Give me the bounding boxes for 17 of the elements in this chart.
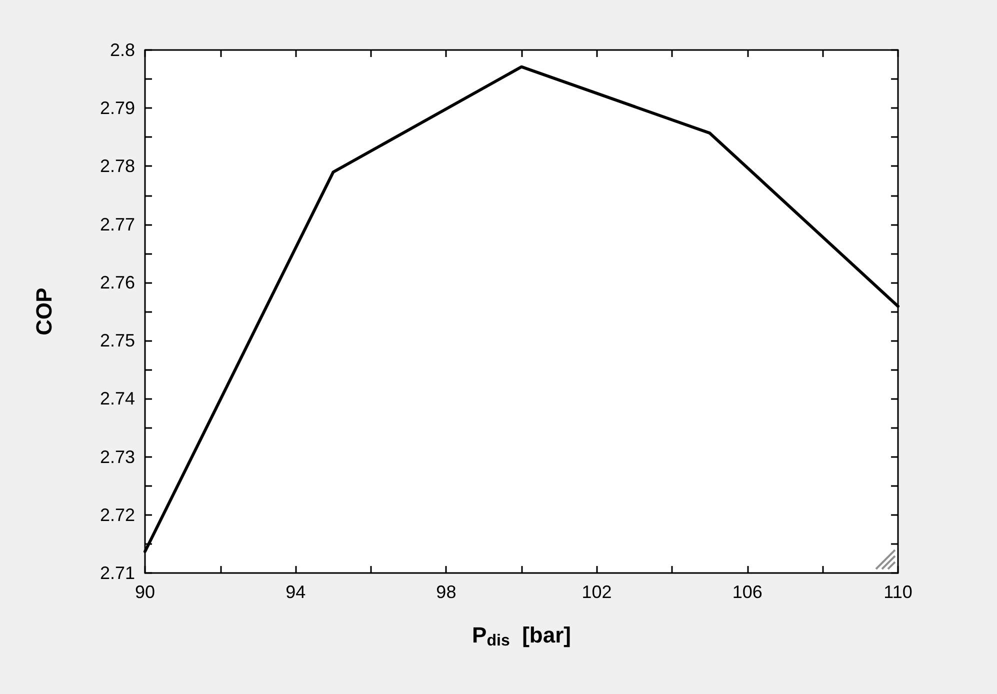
y-tick-label: 2.74: [100, 388, 135, 409]
x-tick-label: 106: [732, 582, 762, 602]
x-tick-label: 98: [436, 582, 456, 602]
y-tick-label: 2.71: [100, 563, 135, 583]
x-tick-label: 102: [582, 582, 612, 602]
y-axis-title: COP: [32, 288, 56, 336]
x-tick-label: 110: [884, 582, 912, 602]
y-tick-label: 2.78: [100, 156, 135, 176]
y-tick-label: 2.76: [100, 272, 135, 292]
y-tick-label: 2.79: [100, 98, 135, 118]
x-tick-label: 94: [286, 582, 306, 602]
y-tick-label: 2.8: [110, 40, 135, 60]
y-tick-label: 2.77: [100, 214, 135, 234]
y-tick-label: 2.73: [100, 446, 135, 467]
x-tick-label: 90: [134, 582, 156, 602]
y-tick-label: 2.72: [100, 504, 135, 525]
y-tick-label: 2.75: [100, 330, 135, 351]
